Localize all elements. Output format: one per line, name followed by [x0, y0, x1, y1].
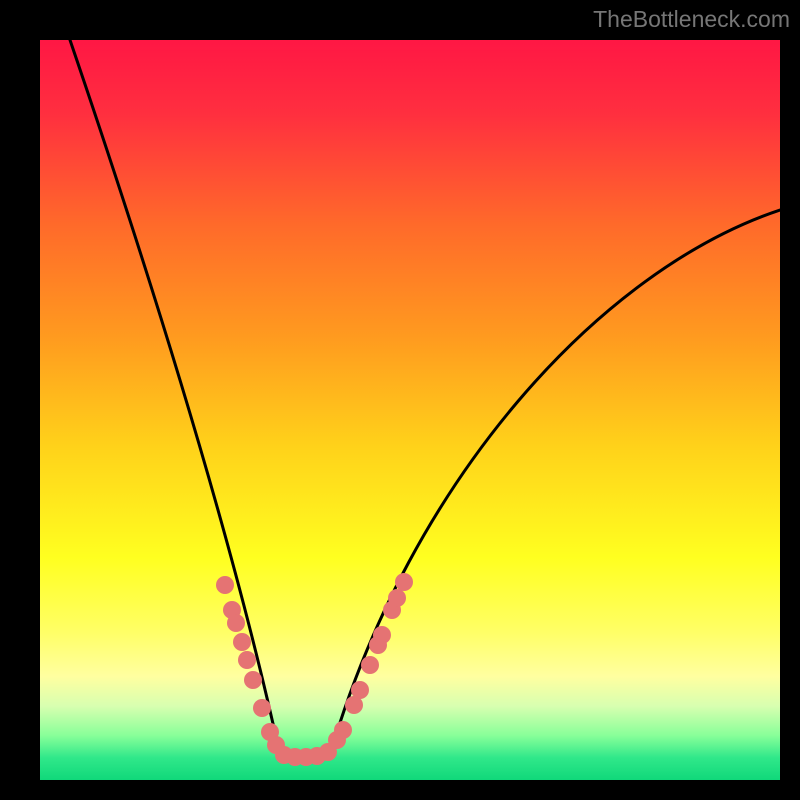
data-marker — [227, 614, 245, 632]
data-marker — [244, 671, 262, 689]
data-marker — [253, 699, 271, 717]
data-marker — [373, 626, 391, 644]
data-marker — [334, 721, 352, 739]
data-marker — [395, 573, 413, 591]
watermark-text: TheBottleneck.com — [593, 6, 790, 33]
plot-area — [40, 40, 780, 780]
data-marker — [238, 651, 256, 669]
data-marker — [388, 589, 406, 607]
data-marker — [351, 681, 369, 699]
chart-svg — [40, 40, 780, 780]
gradient-background — [40, 40, 780, 780]
data-marker — [216, 576, 234, 594]
chart-frame: TheBottleneck.com — [0, 0, 800, 800]
data-marker — [361, 656, 379, 674]
data-marker — [233, 633, 251, 651]
